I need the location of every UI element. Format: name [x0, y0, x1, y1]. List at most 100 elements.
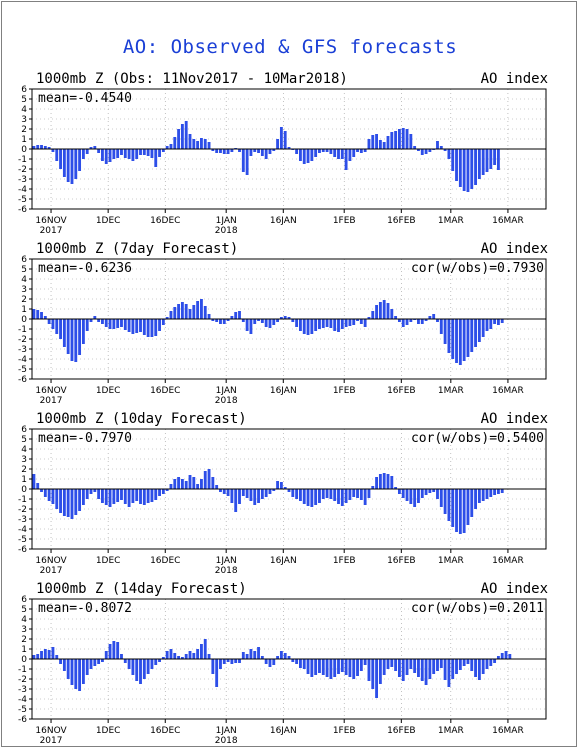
bar: [135, 319, 139, 333]
bar: [81, 149, 85, 159]
bar: [295, 149, 299, 154]
x-tick-label: 16DEC: [150, 386, 180, 396]
y-tick-label: 5: [21, 265, 27, 275]
y-tick-label: 0: [21, 145, 27, 155]
bar: [142, 319, 146, 335]
bar: [496, 656, 500, 659]
bar: [188, 475, 192, 489]
bar: [264, 319, 268, 327]
bar: [97, 149, 101, 153]
bar: [298, 319, 302, 331]
bar: [314, 149, 318, 157]
y-tick-label: 2: [21, 125, 27, 135]
bar: [120, 319, 123, 327]
y-tick-label: -1: [18, 325, 27, 335]
bar: [329, 319, 333, 328]
x-tick-label: 16DEC: [150, 556, 180, 566]
bar: [249, 489, 253, 501]
bar: [215, 149, 219, 153]
bar: [470, 659, 474, 671]
bar: [158, 149, 161, 157]
bar: [325, 659, 329, 677]
y-tick-label: -3: [18, 175, 27, 185]
bar: [371, 659, 375, 689]
bar: [367, 139, 371, 149]
x-tick-label: 16NOV: [35, 386, 67, 396]
bar: [458, 319, 462, 365]
bar: [382, 142, 386, 149]
bar: [390, 132, 394, 149]
bar: [200, 299, 203, 319]
bar: [428, 149, 432, 152]
bar: [439, 146, 443, 149]
bar: [203, 639, 207, 659]
bar: [378, 659, 382, 684]
x-tick-label: 1FEB: [333, 216, 356, 226]
bar: [226, 319, 230, 321]
bar: [74, 149, 78, 179]
bar: [306, 319, 310, 335]
x-tick-label: 1DEC: [96, 556, 121, 566]
bar: [135, 149, 139, 159]
bar: [340, 659, 344, 672]
y-tick-label: -6: [18, 375, 27, 385]
bar: [188, 134, 192, 149]
bar: [363, 489, 367, 505]
bar: [477, 149, 481, 179]
bar: [211, 659, 215, 674]
bar: [439, 319, 443, 334]
y-tick-label: 0: [21, 655, 27, 665]
bar: [192, 653, 196, 659]
bar: [55, 149, 59, 161]
bar: [131, 149, 135, 161]
y-tick-label: -6: [18, 715, 27, 725]
bar: [314, 489, 318, 505]
x-tick-label: 16FEB: [387, 556, 416, 566]
y-tick-label: -5: [18, 365, 27, 375]
bar: [443, 149, 447, 151]
bar: [59, 489, 62, 513]
bar: [420, 489, 424, 498]
bar: [85, 659, 89, 675]
bar: [253, 149, 257, 152]
y-tick-label: 3: [21, 455, 27, 465]
bar: [43, 146, 47, 149]
bar: [496, 489, 500, 494]
bar: [207, 654, 211, 659]
bar: [279, 482, 283, 489]
bar: [89, 659, 93, 669]
bar: [101, 319, 104, 324]
bar: [287, 489, 291, 492]
bar: [234, 489, 238, 512]
bar: [245, 319, 249, 331]
bar: [142, 489, 146, 505]
bar: [409, 319, 413, 322]
bar: [390, 659, 394, 667]
bar: [169, 649, 173, 659]
bar: [97, 659, 101, 664]
bar: [474, 659, 477, 677]
bar: [348, 319, 352, 326]
bar: [333, 319, 337, 331]
x-tick-year-label: 2018: [215, 396, 238, 406]
bar: [219, 489, 222, 492]
bar: [89, 489, 93, 494]
bar: [344, 659, 348, 675]
bar: [192, 139, 196, 149]
bar: [62, 489, 66, 516]
bar: [112, 489, 116, 504]
bar: [333, 489, 337, 501]
bar: [127, 659, 131, 669]
x-tick-label: 16MAR: [492, 216, 524, 226]
bar: [120, 489, 123, 500]
x-tick-label: 16DEC: [150, 216, 180, 226]
bar: [101, 149, 104, 161]
bar: [241, 489, 245, 496]
x-tick-label: 16NOV: [35, 726, 67, 736]
bar: [310, 659, 314, 677]
bar: [477, 319, 481, 342]
y-tick-label: -4: [18, 695, 27, 705]
bar: [371, 135, 375, 149]
bar: [59, 659, 62, 664]
y-tick-label: -3: [18, 515, 27, 525]
